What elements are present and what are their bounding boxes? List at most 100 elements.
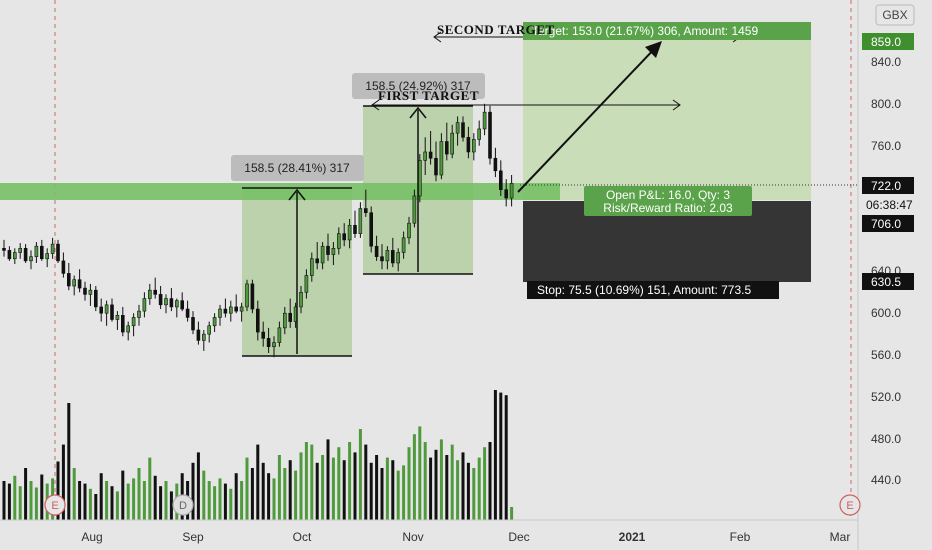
candle-body [218,308,222,318]
candle-body [39,245,44,260]
time-label: Oct [293,530,312,544]
candle-body [164,298,168,306]
pnl-box [584,186,752,216]
candle-body [482,111,487,130]
currency-box[interactable] [875,4,915,26]
projection-arrowhead [645,41,662,58]
first-target-arrow-left [371,99,380,111]
dividend-marker-circle [172,494,194,516]
time-label: Feb [730,530,751,544]
volume-bar [261,462,265,520]
volume-bar [94,494,98,520]
volume-bar [402,465,406,520]
volume-bar [61,444,65,520]
candle-body [180,300,184,310]
volume-bar [304,442,308,520]
candle-body [380,256,384,262]
volume-bar [375,455,379,520]
candle-body [18,248,23,253]
candle-body [94,289,98,308]
candle-body [121,315,125,333]
stop-label: Stop: 75.5 (10.69%) 151, Amount: 773.5 [537,283,751,297]
time-label: Mar [830,530,851,544]
volume-bar [272,478,276,520]
candle-body [234,306,238,312]
measure-2-arrowhead [409,106,427,119]
target-zone[interactable] [523,22,811,200]
pnl-line2: Risk/Reward Ratio: 2.03 [603,201,733,215]
volume-bar [159,486,163,520]
volume-bar [250,468,254,520]
candle-body [169,298,174,308]
price-tick: 520.0 [871,390,901,404]
earnings-marker[interactable]: E [44,494,66,516]
volume-bar [218,478,222,520]
volume-bar [283,468,287,520]
earnings-marker-future[interactable]: E [839,494,861,516]
candle-body [88,289,93,295]
dividend-marker[interactable]: D [172,494,194,516]
candle-body [439,141,444,176]
candle-body [239,306,244,312]
support-band[interactable] [0,183,560,200]
candle-body [423,151,428,161]
candle-body [455,122,460,134]
measure-2-label: 158.5 (24.92%) 317 [365,79,471,93]
candle-body [509,183,514,199]
volume-bar [493,390,497,520]
candle-body [277,327,282,343]
volume-bar [461,452,465,520]
volume-bar [2,481,6,520]
target-price-badge [862,33,914,50]
volume-bar [137,468,141,520]
dividend-marker-label: D [179,500,187,512]
volume-bar [504,395,508,520]
last-price-badge-text: 722.0 [871,179,901,193]
candle-body [342,233,347,241]
volume-bar [88,488,92,520]
volume-bar [364,444,368,520]
volume-bar [439,439,443,520]
candle-body [202,333,206,341]
volume-bar [256,444,260,520]
volume-bar [488,442,492,520]
candle-body [315,258,320,264]
first-target[interactable]: FIRST TARGET [371,88,681,111]
projection-arrow[interactable] [517,41,662,193]
candle-body [229,306,233,314]
volume-bar [348,442,352,520]
volume-bar [18,486,22,520]
candle-body [353,224,357,234]
measurement-1[interactable]: 158.5 (28.41%) 317 [231,155,364,357]
stop-price-badge [862,273,914,290]
volume-bar [450,444,454,520]
candle-body [331,248,336,255]
stop-price-badge-text: 630.5 [871,275,901,289]
second-target-label: SECOND TARGET [437,22,555,37]
candle-body [126,325,130,333]
volume-bar [353,452,357,520]
volume-bar [56,461,60,520]
candle-body [137,310,141,318]
candle-body [401,237,406,253]
measurement-2[interactable]: 158.5 (24.92%) 317 [352,73,485,275]
candle-body [104,304,109,314]
candle-body [412,195,417,224]
candle-body [185,308,190,318]
volume-bar [418,426,422,520]
candle-body [56,243,60,262]
volume-bar [110,486,114,520]
candle-body [2,248,6,251]
volume-bar [358,429,362,520]
candle-body [434,157,438,176]
first-target-arrow-right [672,99,681,111]
last-price-badge [862,177,914,194]
volume-bar [153,475,157,520]
target-label-box [523,22,811,40]
volume-bar [472,468,476,520]
volume-bar [483,447,487,520]
candlesticks [2,103,514,358]
volume-bar [83,483,87,520]
candle-body [153,289,157,295]
